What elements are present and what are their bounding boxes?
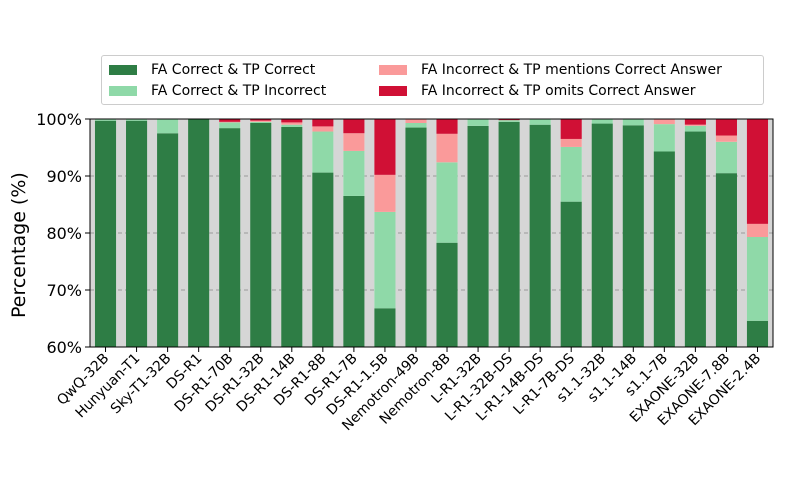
bar-10-series-1 [405,122,427,128]
bar-21-series-0 [746,320,769,347]
legend-swatch-2 [379,65,407,75]
bar-16-series-1 [591,119,613,124]
bar-15-series-2 [560,138,582,147]
legend: FA Correct & TP Correct FA Correct & TP … [101,55,764,105]
bar-7-series-0 [312,172,334,347]
bar-9-series-3 [374,119,396,175]
legend-swatch-3 [379,86,407,96]
bar-2-series-1 [157,119,179,134]
bar-0-series-1 [94,119,117,121]
legend-item-2: FA Incorrect & TP mentions Correct Answe… [379,61,722,79]
y-axis-label: Percentage (%) [8,172,30,318]
bar-13-series-1 [498,120,520,122]
bar-10-series-2 [405,119,427,123]
bar-5-series-1 [250,121,272,123]
bar-15-series-0 [560,201,582,347]
bar-7-series-2 [312,126,334,132]
bar-11-series-3 [436,119,458,134]
bar-15-series-3 [560,119,582,139]
bar-19-series-3 [684,119,706,125]
bar-17-series-0 [622,125,644,348]
bar-4-series-2 [219,121,241,123]
bar-21-series-3 [746,119,769,224]
bar-12-series-0 [467,125,489,347]
bar-6-series-1 [281,124,303,127]
bar-19-series-0 [684,131,706,347]
bar-0-series-0 [94,120,117,348]
bar-7-series-1 [312,131,334,173]
bar-6-series-0 [281,126,303,347]
bar-19-series-2 [684,124,706,126]
bar-10-series-0 [405,127,427,347]
y-tick-label-4: 100% [36,110,82,129]
bar-20-series-2 [715,135,737,142]
bar-5-series-3 [250,119,272,121]
bar-2-series-0 [157,133,179,347]
bar-20-series-3 [715,119,737,136]
bar-8-series-0 [343,195,365,347]
bar-6-series-2 [281,122,303,125]
bar-13-series-3 [498,119,520,121]
bar-17-series-1 [622,119,644,126]
legend-label-1: FA Correct & TP Incorrect [151,83,327,99]
bar-8-series-2 [343,133,365,151]
bar-1-series-1 [126,119,148,121]
y-tick-label-3: 90% [46,167,82,186]
bar-21-series-2 [746,223,769,237]
bar-9-series-0 [374,308,396,347]
bar-11-series-0 [436,242,458,347]
bar-11-series-1 [436,162,458,243]
bar-3-series-0 [188,119,210,347]
legend-label-2: FA Incorrect & TP mentions Correct Answe… [421,62,722,78]
y-tick-label-1: 70% [46,281,82,300]
legend-swatch-1 [109,86,137,96]
bar-18-series-0 [653,151,675,347]
bar-18-series-2 [653,119,675,125]
bar-20-series-0 [715,173,737,347]
legend-label-0: FA Correct & TP Correct [151,62,316,78]
legend-item-0: FA Correct & TP Correct [109,61,315,79]
bar-13-series-0 [498,121,520,347]
legend-item-1: FA Correct & TP Incorrect [109,82,326,100]
y-tick-label-2: 80% [46,224,82,243]
bar-18-series-1 [653,124,675,152]
bar-21-series-1 [746,236,769,321]
bar-6-series-3 [281,119,303,123]
bar-15-series-1 [560,146,582,202]
y-tick-label-0: 60% [46,338,82,357]
bar-4-series-0 [219,128,241,347]
bar-5-series-0 [250,122,272,348]
bar-20-series-1 [715,141,737,174]
legend-label-3: FA Incorrect & TP omits Correct Answer [421,83,696,99]
bar-4-series-3 [219,119,241,122]
bar-1-series-0 [126,120,148,348]
bar-9-series-1 [374,211,396,309]
bar-8-series-1 [343,150,365,196]
bar-19-series-1 [684,125,706,132]
bar-5-series-2 [250,120,272,122]
bar-16-series-0 [591,123,613,347]
bar-7-series-3 [312,119,334,127]
bar-14-series-1 [529,119,551,125]
bar-4-series-1 [219,122,241,129]
bar-12-series-1 [467,119,489,126]
bar-8-series-3 [343,119,365,134]
bar-14-series-0 [529,124,551,347]
bar-9-series-2 [374,174,396,212]
bar-11-series-2 [436,133,458,163]
legend-item-3: FA Incorrect & TP omits Correct Answer [379,82,696,100]
legend-swatch-0 [109,65,137,75]
